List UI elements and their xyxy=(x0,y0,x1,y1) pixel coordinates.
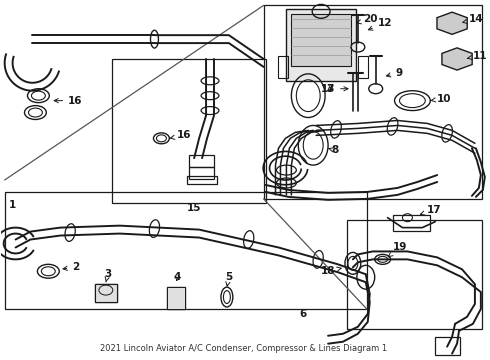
Bar xyxy=(187,176,217,184)
Text: 9: 9 xyxy=(387,68,403,78)
Text: 3: 3 xyxy=(104,269,111,282)
Text: 10: 10 xyxy=(431,94,452,104)
Bar xyxy=(95,284,117,302)
Bar xyxy=(392,215,430,231)
Bar xyxy=(95,284,117,302)
Text: 15: 15 xyxy=(187,203,201,213)
Text: 11: 11 xyxy=(467,51,488,61)
Text: 16: 16 xyxy=(171,130,192,140)
Bar xyxy=(278,56,289,78)
Bar xyxy=(264,5,482,199)
Text: 2: 2 xyxy=(63,262,79,272)
Bar xyxy=(287,9,356,81)
Text: 17: 17 xyxy=(420,205,442,215)
Bar xyxy=(189,155,214,167)
Polygon shape xyxy=(437,12,467,34)
Text: 8: 8 xyxy=(328,145,338,155)
Bar xyxy=(5,192,367,309)
Text: 13: 13 xyxy=(320,84,348,94)
Bar xyxy=(347,220,482,329)
Bar xyxy=(168,287,185,309)
Bar xyxy=(168,287,185,309)
Text: 18: 18 xyxy=(320,266,341,276)
Text: 7: 7 xyxy=(326,84,334,94)
Bar xyxy=(358,56,368,78)
Text: 16: 16 xyxy=(54,96,83,105)
Bar xyxy=(435,337,460,355)
Text: 6: 6 xyxy=(300,309,307,319)
Text: 2021 Lincoln Aviator A/C Condenser, Compressor & Lines Diagram 1: 2021 Lincoln Aviator A/C Condenser, Comp… xyxy=(100,344,387,353)
Text: 5: 5 xyxy=(225,272,232,286)
Bar xyxy=(112,59,266,203)
Text: 20: 20 xyxy=(357,14,377,24)
Text: 4: 4 xyxy=(173,272,181,282)
Bar xyxy=(189,167,214,179)
Text: 1: 1 xyxy=(9,200,16,210)
Bar xyxy=(292,14,351,66)
Text: 12: 12 xyxy=(368,18,392,30)
Text: 14: 14 xyxy=(463,14,484,24)
Text: 19: 19 xyxy=(388,243,407,257)
Polygon shape xyxy=(442,48,472,70)
